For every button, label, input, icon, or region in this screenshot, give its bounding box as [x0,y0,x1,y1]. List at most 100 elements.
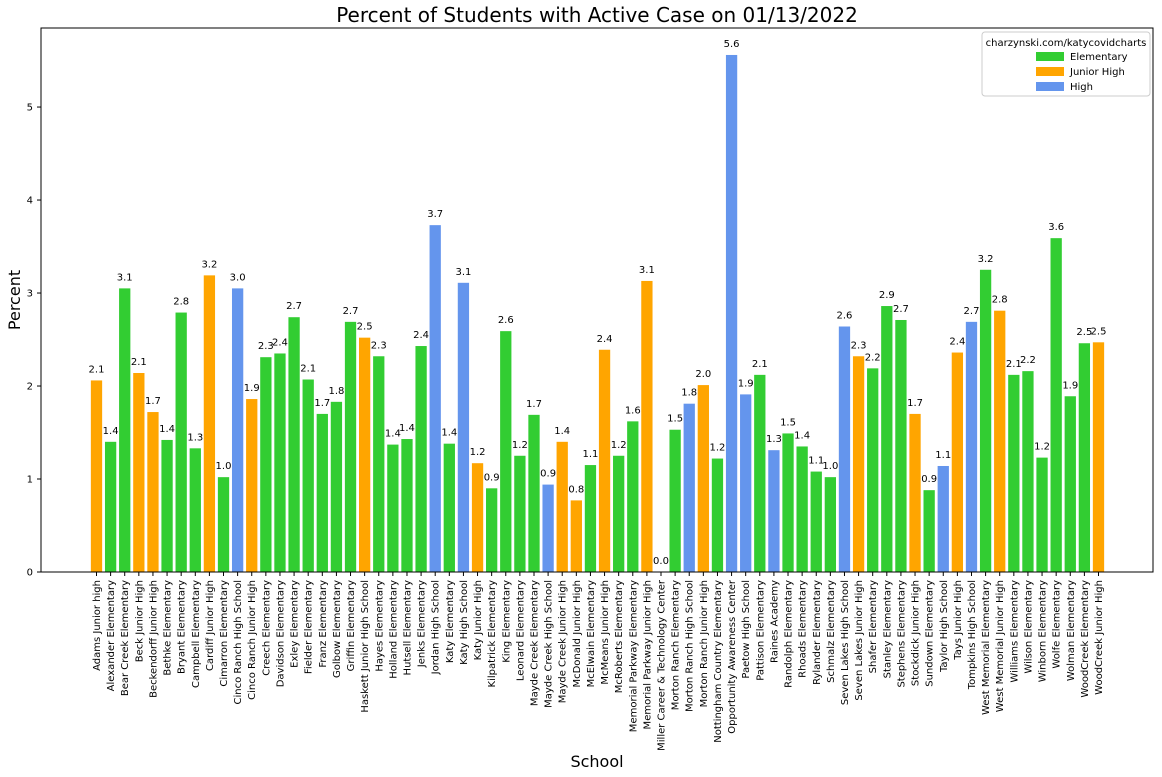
bar-griffin-elementary [344,321,357,572]
data-label-seven-lakes-junior-high: 2.3 [851,340,867,351]
data-label-taylor-high-school: 1.1 [935,450,951,461]
x-tick-label-cimarron-elementary: Cimarron Elementary [219,580,230,687]
data-label-adams-junior-high: 2.1 [89,364,105,375]
bar-hayes-elementary [373,356,385,572]
data-label-memorial-parkway-elementary: 1.6 [625,405,641,416]
x-tick-label-jordan-high-school: Jordan High School [431,580,442,675]
data-label-mcroberts-elementary: 1.2 [611,440,627,451]
x-tick-label-bear-creek-elementary: Bear Creek Elementary [120,580,131,696]
data-label-woodcreek-junior-high: 2.5 [1091,326,1107,337]
bar-beckendorff-junior-high [147,412,159,572]
data-label-griffin-elementary: 2.7 [343,306,359,317]
data-label-mcmeans-junior-high: 2.4 [597,334,613,345]
data-label-miller-career-technology-center: 0.0 [653,556,669,567]
data-label-katy-junior-high: 1.2 [470,447,486,458]
data-label-holland-elementary: 1.4 [385,429,401,440]
bars-group: 2.11.43.12.11.71.42.81.33.21.03.01.92.32… [89,39,1107,573]
bar-paetow-high-school [740,394,752,572]
x-tick-label-kilpatrick-elementary: Kilpatrick Elementary [487,580,498,688]
data-label-katy-elementary: 1.4 [441,428,457,439]
bar-raines-academy [768,450,780,572]
x-tick-label-holland-elementary: Holland Elementary [388,580,399,679]
data-label-raines-academy: 1.3 [766,434,782,445]
x-tick-label-woodcreek-elementary: WoodCreek Elementary [1080,580,1091,698]
legend-label-elementary: Elementary [1070,52,1128,63]
bar-stephens-elementary [895,319,907,572]
x-tick-label-miller-career-technology-center: Miller Career & Technology Center [657,579,668,751]
x-tick-label-cinco-ranch-high-school: Cinco Ranch High School [233,580,244,704]
bar-holland-elementary [387,444,399,572]
x-tick-label-beckendorff-junior-high: Beckendorff Junior High [148,580,159,698]
bar-shafer-elementary [867,368,879,572]
bar-creech-elementary [260,357,272,572]
data-label-hayes-elementary: 2.3 [371,340,387,351]
data-label-stockdick-junior-high: 1.7 [907,398,923,409]
y-tick-label: 4 [27,196,33,207]
bar-katy-junior-high [471,463,484,572]
x-tick-label-tompkins-high-school: Tompkins High School [967,580,978,690]
data-label-exley-elementary: 2.7 [286,301,302,312]
x-tick-label-adams-junior-high: Adams Junior high [92,580,103,671]
x-tick-label-cinco-ranch-junior-high: Cinco Ranch Junior High [247,580,258,700]
data-label-randolph-elementary: 1.5 [780,417,796,428]
legend-swatch-junior-high [1036,67,1064,76]
bar-mcroberts-elementary [613,455,625,572]
x-tick-label-hutsell-elementary: Hutsell Elementary [402,580,413,676]
legend-entries: Elementary Junior High High [1036,52,1128,93]
data-label-wolfe-elementary: 3.6 [1048,222,1064,233]
data-label-mayde-creek-high-school: 0.9 [540,469,556,480]
x-tick-label-shafer-elementary: Shafer Elementary [868,580,879,673]
data-label-schmalz-elementary: 1.0 [822,461,838,472]
x-tick-label-jenks-elementary: Jenks Elementary [417,580,428,668]
x-tick-label-leonard-elementary: Leonard Elementary [515,580,526,681]
data-label-paetow-high-school: 1.9 [738,378,754,389]
data-label-bear-creek-elementary: 3.1 [117,272,133,283]
x-tick-label-opportunity-awareness-center: Opportunity Awareness Center [727,579,738,734]
data-label-mayde-creek-junior-high: 1.4 [554,426,570,437]
data-label-creech-elementary: 2.3 [258,341,274,352]
bar-morton-ranch-high-school [683,403,695,572]
bar-davidson-elementary [274,353,286,572]
bar-wolfe-elementary [1050,238,1062,572]
y-tick-label: 1 [27,475,33,486]
bar-franz-elementary [316,413,328,572]
bar-katy-elementary [443,443,455,572]
bar-woodcreek-junior-high [1092,342,1105,572]
data-label-morton-ranch-junior-high: 2.0 [695,369,711,380]
bar-alexander-elementary [104,441,117,572]
bar-bryant-elementary [175,312,187,572]
bar-mcmeans-junior-high [598,349,611,572]
bar-seven-lakes-high-school [838,326,851,572]
data-label-alexander-elementary: 1.4 [103,426,119,437]
data-label-stanley-elementary: 2.9 [879,290,895,301]
x-tick-label-beck-junior-high: Beck Junior High [134,580,145,662]
data-label-jenks-elementary: 2.4 [413,330,429,341]
data-label-williams-elementary: 2.1 [1006,359,1022,370]
data-label-winborn-elementary: 1.2 [1034,442,1050,453]
x-tick-label-fielder-elementary: Fielder Elementary [304,580,315,674]
x-tick-label-morton-ranch-junior-high: Morton Ranch Junior High [699,580,710,707]
x-tick-label-golbow-elementary: Golbow Elementary [332,580,343,678]
bar-schmalz-elementary [824,477,836,572]
x-tick-label-woodcreek-junior-high: WoodCreek Junior High [1094,580,1105,695]
data-label-leonard-elementary: 1.2 [512,440,528,451]
x-tick-label-katy-high-school: Katy High School [459,580,470,665]
legend: charzynski.com/katycovidcharts Elementar… [981,31,1151,97]
x-tick-label-wolfe-elementary: Wolfe Elementary [1052,580,1063,669]
bar-morton-ranch-junior-high [697,385,709,572]
y-axis: 0 1 2 3 4 5 [27,103,41,579]
bar-mayde-creek-junior-high [556,441,568,572]
bar-kilpatrick-elementary [486,488,498,572]
x-tick-label-memorial-parkway-elementary: Memorial Parkway Elementary [628,580,639,732]
y-tick-label: 0 [27,568,33,579]
data-label-west-memorial-elementary: 3.2 [978,254,994,265]
x-tick-label-katy-elementary: Katy Elementary [445,580,456,663]
x-tick-label-rhoads-elementary: Rhoads Elementary [798,580,809,678]
data-label-hutsell-elementary: 1.4 [399,423,415,434]
x-tick-label-hayes-elementary: Hayes Elementary [374,580,385,672]
legend-swatch-high [1036,82,1064,91]
bar-haskett-junior-high-school [359,337,371,572]
bar-memorial-parkway-elementary [627,421,639,572]
data-label-kilpatrick-elementary: 0.9 [484,472,500,483]
bar-memorial-parkway-junior-high [641,280,653,572]
